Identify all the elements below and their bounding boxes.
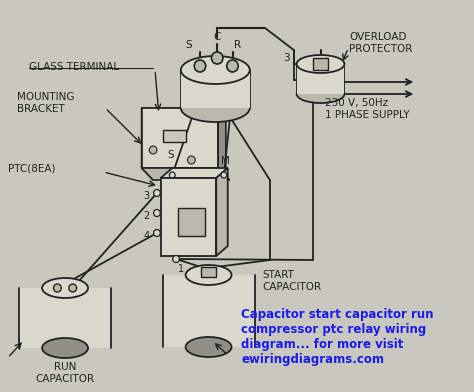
- Ellipse shape: [42, 278, 88, 298]
- Bar: [297, 64, 345, 94]
- Bar: [163, 130, 186, 142]
- Ellipse shape: [181, 94, 250, 122]
- Circle shape: [169, 172, 175, 178]
- Circle shape: [211, 52, 223, 64]
- Ellipse shape: [186, 337, 232, 357]
- Polygon shape: [216, 168, 228, 256]
- Text: S: S: [185, 40, 192, 50]
- Bar: [201, 267, 216, 277]
- Circle shape: [154, 229, 160, 236]
- Circle shape: [154, 189, 160, 196]
- Ellipse shape: [297, 85, 345, 103]
- Circle shape: [69, 284, 76, 292]
- Circle shape: [194, 60, 206, 72]
- Text: OVERLOAD
PROTECTOR: OVERLOAD PROTECTOR: [349, 32, 413, 54]
- Circle shape: [54, 284, 61, 292]
- Text: 3: 3: [283, 53, 290, 63]
- Text: RUN
CAPACITOR: RUN CAPACITOR: [36, 362, 95, 384]
- Circle shape: [227, 60, 238, 72]
- Polygon shape: [218, 108, 226, 180]
- Text: 4: 4: [143, 231, 149, 241]
- Circle shape: [188, 156, 195, 164]
- Text: START
CAPACITOR: START CAPACITOR: [262, 270, 321, 292]
- Text: 3: 3: [143, 191, 149, 201]
- Bar: [313, 58, 328, 70]
- Circle shape: [149, 146, 157, 154]
- Text: GLASS TERMINAL: GLASS TERMINAL: [29, 62, 119, 72]
- Text: R: R: [235, 40, 242, 50]
- Ellipse shape: [297, 55, 345, 73]
- Circle shape: [221, 172, 227, 178]
- Text: 1: 1: [317, 59, 323, 69]
- Text: S: S: [167, 150, 173, 160]
- Text: PTC(8EA): PTC(8EA): [8, 163, 55, 173]
- Text: M: M: [221, 156, 230, 166]
- Bar: [181, 70, 250, 108]
- Text: Capacitor start capacitor run
compressor ptc relay wiring
diagram... for more vi: Capacitor start capacitor run compressor…: [241, 308, 434, 366]
- Polygon shape: [142, 168, 229, 180]
- Text: 2: 2: [143, 211, 149, 221]
- Bar: [163, 275, 255, 347]
- Text: 1: 1: [178, 264, 184, 274]
- Bar: [178, 208, 205, 236]
- Text: C: C: [213, 32, 221, 42]
- Polygon shape: [142, 108, 153, 180]
- Ellipse shape: [42, 338, 88, 358]
- Bar: [161, 178, 216, 256]
- Circle shape: [154, 209, 160, 216]
- Polygon shape: [142, 108, 226, 116]
- Polygon shape: [161, 168, 228, 178]
- Bar: [19, 288, 111, 348]
- Polygon shape: [142, 108, 218, 168]
- Text: 230 V, 50Hz
1 PHASE SUPPLY: 230 V, 50Hz 1 PHASE SUPPLY: [325, 98, 410, 120]
- Circle shape: [173, 256, 180, 263]
- Text: MOUNTING
BRACKET: MOUNTING BRACKET: [17, 92, 75, 114]
- Ellipse shape: [186, 265, 232, 285]
- Ellipse shape: [181, 56, 250, 84]
